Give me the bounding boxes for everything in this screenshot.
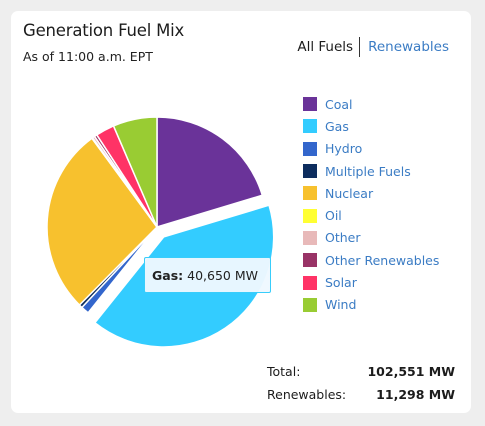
legend-item-coal[interactable]: Coal	[303, 93, 439, 115]
legend-swatch	[303, 141, 317, 156]
total-value: 102,551 MW	[367, 364, 455, 379]
tab-divider	[359, 37, 361, 57]
legend-swatch	[303, 208, 317, 223]
legend-item-multiple-fuels[interactable]: Multiple Fuels	[303, 160, 439, 182]
total-row: Total: 102,551 MW	[267, 360, 455, 383]
pie-slice-nuclear[interactable]	[46, 137, 158, 307]
pie-slice-wind[interactable]	[112, 116, 158, 228]
tooltip-value: 40,650 MW	[187, 267, 258, 283]
renewables-value: 11,298 MW	[376, 387, 455, 402]
total-label: Total:	[267, 364, 301, 379]
tab-all-fuels[interactable]: All Fuels	[297, 39, 354, 55]
legend-label: Gas	[325, 118, 349, 134]
fuel-tabs: All Fuels Renewables	[297, 37, 449, 57]
legend-item-oil[interactable]: Oil	[303, 204, 439, 226]
legend-label: Hydro	[325, 141, 363, 157]
totals-panel: Total: 102,551 MW Renewables: 11,298 MW	[267, 360, 455, 406]
legend-swatch	[303, 97, 317, 112]
legend-label: Solar	[325, 275, 357, 291]
legend-swatch	[303, 164, 317, 179]
legend-label: Other	[325, 230, 361, 246]
legend-swatch	[303, 297, 317, 312]
legend-swatch	[303, 186, 317, 201]
pie-slice-coal[interactable]	[156, 116, 264, 229]
tooltip-series: Gas:	[152, 267, 184, 283]
legend-swatch	[303, 230, 317, 245]
legend-item-other[interactable]: Other	[303, 227, 439, 249]
fuel-mix-card: Generation Fuel Mix As of 11:00 a.m. EPT…	[11, 11, 471, 413]
legend-label: Coal	[325, 96, 353, 112]
legend-swatch	[303, 253, 317, 268]
chart-title: Generation Fuel Mix	[23, 21, 185, 40]
legend-swatch	[303, 119, 317, 134]
legend-label: Wind	[325, 297, 357, 313]
legend-item-hydro[interactable]: Hydro	[303, 138, 439, 160]
legend-label: Oil	[325, 208, 342, 224]
legend-label: Multiple Fuels	[325, 163, 411, 179]
renewables-row: Renewables: 11,298 MW	[267, 383, 455, 406]
pie-chart	[46, 116, 275, 348]
legend-swatch	[303, 275, 317, 290]
chart-tooltip: Gas: 40,650 MW	[144, 257, 271, 293]
legend-label: Nuclear	[325, 185, 374, 201]
legend-item-other-renewables[interactable]: Other Renewables	[303, 249, 439, 271]
chart-legend: Coal Gas Hydro Multiple Fuels Nuclear Oil Othe…	[303, 93, 439, 316]
chart-subtitle: As of 11:00 a.m. EPT	[23, 49, 153, 64]
legend-item-solar[interactable]: Solar	[303, 271, 439, 293]
renewables-label: Renewables:	[267, 387, 347, 402]
legend-item-nuclear[interactable]: Nuclear	[303, 182, 439, 204]
legend-item-wind[interactable]: Wind	[303, 294, 439, 316]
tab-renewables[interactable]: Renewables	[368, 39, 449, 55]
legend-label: Other Renewables	[325, 252, 440, 268]
legend-item-gas[interactable]: Gas	[303, 115, 439, 137]
